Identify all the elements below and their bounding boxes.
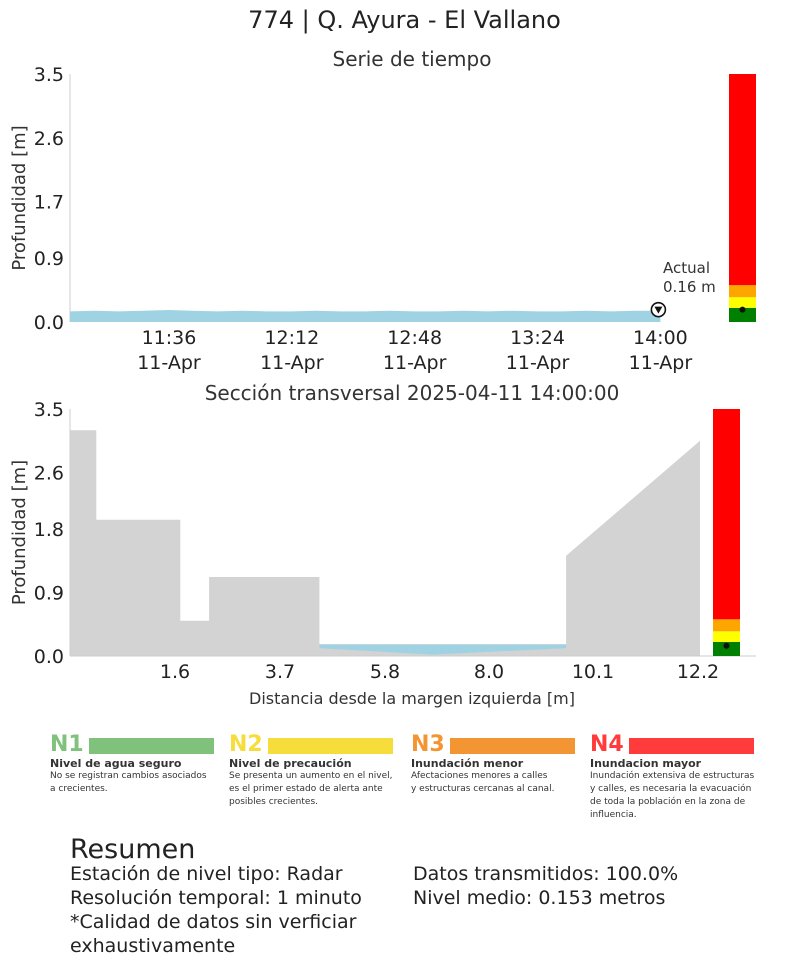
ts-y-tick-label: 0.9 bbox=[34, 248, 64, 270]
ts-alert-current-dot bbox=[739, 306, 746, 313]
legend-description: y estructuras cercanas al canal. bbox=[411, 784, 555, 794]
page-title: 774 | Q. Ayura - El Vallano bbox=[248, 6, 561, 34]
legend-color-bar bbox=[450, 738, 575, 754]
xs-alert-current-dot bbox=[723, 642, 730, 649]
legend-code: N3 bbox=[411, 732, 445, 757]
xs-ground-profile bbox=[70, 430, 700, 656]
xs-water-area bbox=[319, 644, 567, 655]
xs-y-tick-label: 3.5 bbox=[34, 399, 64, 421]
xs-alert-level-band bbox=[713, 619, 740, 632]
legend-name: Nivel de precaución bbox=[229, 757, 352, 770]
xs-y-tick-label: 0.9 bbox=[34, 582, 64, 604]
xs-x-tick-label: 3.7 bbox=[265, 661, 295, 683]
ts-current-marker-triangle bbox=[654, 306, 663, 314]
ts-y-tick-label: 2.6 bbox=[34, 128, 64, 150]
xs-y-tick-label: 0.0 bbox=[34, 646, 64, 668]
ts-title: Serie de tiempo bbox=[333, 47, 492, 71]
summary-quality-note: *Calidad de datos sin verficiar bbox=[70, 911, 357, 933]
legend-code: N1 bbox=[50, 732, 84, 757]
xs-x-tick-label: 1.6 bbox=[160, 661, 190, 683]
ts-current-label: Actual bbox=[663, 259, 710, 277]
xs-x-tick-label: 5.8 bbox=[370, 661, 400, 683]
legend-description: Afectaciones menores a calles bbox=[411, 771, 548, 781]
cross-section-chart: Sección transversal 2025-04-11 14:00:00 0… bbox=[9, 381, 756, 708]
legend-item-n3: N3 Inundación menor Afectaciones menores a… bbox=[411, 732, 581, 796]
ts-x-tick-date: 11-Apr bbox=[137, 352, 201, 374]
ts-x-tick-time: 13:24 bbox=[510, 327, 565, 349]
summary-mean-level: Nivel medio: 0.153 metros bbox=[413, 887, 666, 909]
xs-x-tick-label: 8.0 bbox=[474, 661, 504, 683]
ts-y-tick-label: 0.0 bbox=[34, 312, 64, 334]
ts-alert-level-band bbox=[729, 307, 756, 322]
legend-name: Inundación menor bbox=[411, 757, 524, 770]
ts-x-tick-date: 11-Apr bbox=[506, 352, 570, 374]
legend-color-bar bbox=[268, 738, 393, 754]
xs-y-axis-label: Profundidad [m] bbox=[9, 460, 30, 605]
ts-x-tick-time: 14:00 bbox=[633, 327, 688, 349]
xs-alert-level-band bbox=[713, 631, 740, 642]
ts-x-tick-time: 11:36 bbox=[142, 327, 197, 349]
alert-legend: N1 Nivel de agua seguro No se registran ca… bbox=[0, 732, 809, 832]
legend-item-n1: N1 Nivel de agua seguro No se registran ca… bbox=[50, 732, 220, 796]
ts-y-tick-label: 1.7 bbox=[34, 192, 64, 214]
ts-depth-series bbox=[70, 310, 661, 322]
ts-x-tick-date: 11-Apr bbox=[383, 352, 447, 374]
ts-current-value: 0.16 m bbox=[663, 278, 716, 296]
summary-left: Estación de nivel tipo: Radar Resolución… bbox=[70, 862, 362, 958]
legend-description: Inundación extensiva de estructuras bbox=[590, 771, 755, 781]
summary-data-transmitted: Datos transmitidos: 100.0% bbox=[413, 863, 679, 885]
legend-description: Se presenta un aumento en el nivel, bbox=[229, 771, 393, 781]
legend-item-n4: N4 Inundacion mayor Inundación extensiva d… bbox=[590, 732, 760, 822]
xs-x-tick-label: 12.2 bbox=[677, 661, 719, 683]
ts-x-tick-date: 11-Apr bbox=[629, 352, 693, 374]
xs-x-tick-label: 10.1 bbox=[572, 661, 614, 683]
xs-y-tick-label: 1.8 bbox=[34, 519, 64, 541]
ts-alert-level-band bbox=[729, 285, 756, 298]
legend-name: Nivel de agua seguro bbox=[50, 757, 182, 770]
ts-x-tick-time: 12:12 bbox=[264, 327, 319, 349]
summary-right: Datos transmitidos: 100.0% Nivel medio: … bbox=[413, 862, 678, 910]
legend-name: Inundacion mayor bbox=[590, 757, 702, 770]
legend-code: N4 bbox=[590, 732, 624, 757]
legend-item-n2: N2 Nivel de precaución Se presenta un aume… bbox=[229, 732, 399, 809]
summary-title: Resumen bbox=[70, 834, 196, 865]
legend-description: a crecientes. bbox=[50, 784, 108, 794]
summary-station-type: Estación de nivel tipo: Radar bbox=[70, 863, 343, 885]
legend-description: y calles, es necesaria la evacuación bbox=[590, 784, 752, 794]
legend-color-bar bbox=[89, 738, 214, 754]
legend-description: es el primer estado de alerta ante bbox=[229, 784, 383, 794]
xs-x-axis-label: Distancia desde la margen izquierda [m] bbox=[249, 689, 575, 708]
legend-color-bar bbox=[629, 738, 754, 754]
summary-resolution: Resolución temporal: 1 minuto bbox=[70, 887, 362, 909]
ts-x-tick-date: 11-Apr bbox=[260, 352, 324, 374]
legend-description: influencia. bbox=[590, 810, 637, 820]
ts-alert-level-band bbox=[729, 74, 756, 286]
summary-quality-note-cont: exhaustivamente bbox=[70, 935, 236, 957]
legend-code: N2 bbox=[229, 732, 263, 757]
time-series-chart: Serie de tiempo 0.0 0.9 1.7 2.6 3.5 Profundida… bbox=[9, 47, 756, 374]
legend-description: posibles crecientes. bbox=[229, 797, 319, 807]
legend-description: de toda la población en la zona de bbox=[590, 797, 746, 807]
ts-alert-level-band bbox=[729, 297, 756, 308]
xs-alert-level-band bbox=[713, 409, 740, 620]
xs-alert-level-band bbox=[713, 641, 740, 656]
ts-y-tick-label: 3.5 bbox=[34, 64, 64, 86]
xs-y-tick-label: 2.6 bbox=[34, 463, 64, 485]
ts-y-axis-label: Profundidad [m] bbox=[9, 125, 30, 270]
ts-x-tick-time: 12:48 bbox=[387, 327, 442, 349]
xs-title: Sección transversal 2025-04-11 14:00:00 bbox=[205, 381, 620, 405]
legend-description: No se registran cambios asociados bbox=[50, 771, 207, 781]
